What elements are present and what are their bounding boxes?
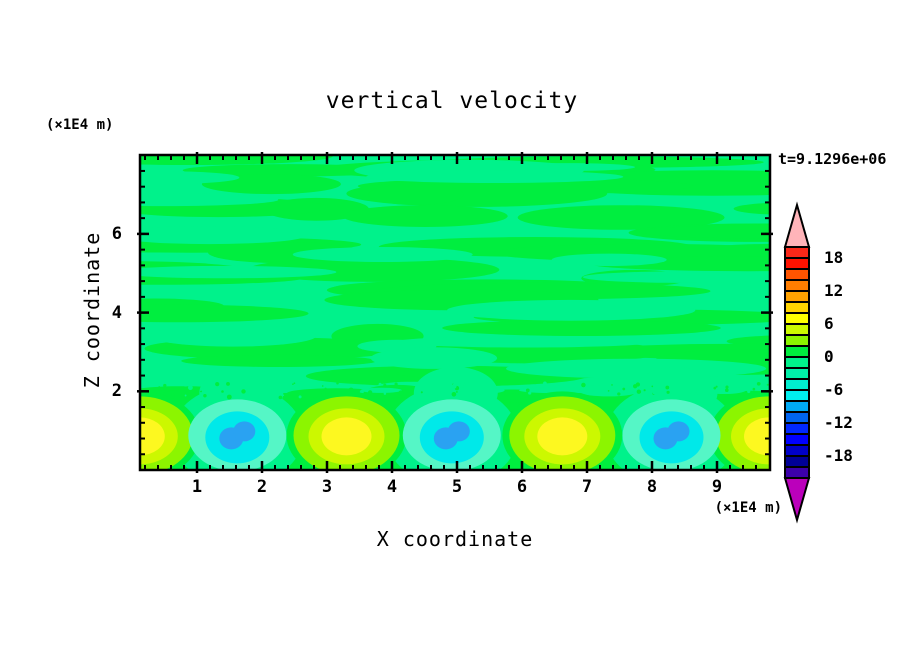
- colorbar-segment: [784, 378, 810, 391]
- colorbar-segment: [784, 455, 810, 468]
- x-tick-label: 1: [191, 477, 203, 497]
- y-axis-unit-label: (×1E4 m): [46, 117, 114, 133]
- colorbar-segment: [784, 257, 810, 270]
- contour-field-canvas: [137, 152, 773, 473]
- colorbar-segment: [784, 301, 810, 314]
- y-tick-label: 6: [111, 223, 122, 244]
- x-tick-label: 2: [256, 477, 268, 497]
- y-axis-title: Z coordinate: [80, 231, 104, 389]
- colorbar-segment: [784, 367, 810, 380]
- x-tick-label: 4: [386, 477, 398, 497]
- colorbar-label: 6: [824, 314, 834, 333]
- colorbar-segment: [784, 433, 810, 446]
- contour-field: [140, 155, 770, 470]
- contour-plot-area: [137, 152, 773, 473]
- x-axis-unit-label: (×1E4 m): [714, 500, 782, 516]
- colorbar-segment: [784, 334, 810, 347]
- x-tick-label: 9: [711, 477, 723, 497]
- y-tick-label: 2: [111, 381, 122, 402]
- x-tick-label: 8: [646, 477, 658, 497]
- colorbar-segment: [784, 290, 810, 303]
- colorbar-segment: [784, 323, 810, 336]
- plot-title: vertical velocity: [325, 88, 579, 114]
- colorbar-label: -6: [824, 380, 844, 399]
- colorbar-segment: [784, 400, 810, 413]
- colorbar-label: 18: [824, 248, 844, 267]
- colorbar-segment: [784, 422, 810, 435]
- x-axis-title: X coordinate: [376, 527, 534, 551]
- colorbar-segment: [784, 345, 810, 358]
- timestamp-annotation: t=9.1296e+06: [778, 150, 887, 168]
- colorbar-segment: [784, 279, 810, 292]
- y-tick-label: 4: [111, 302, 122, 323]
- colorbar-segment: [784, 389, 810, 402]
- colorbar-segment: [784, 312, 810, 325]
- colorbar-segment: [784, 268, 810, 281]
- colorbar-label: 0: [824, 347, 834, 366]
- colorbar-segment: [784, 466, 810, 479]
- colorbar: [783, 201, 811, 524]
- colorbar-segment: [784, 411, 810, 424]
- colorbar-segment: [784, 356, 810, 369]
- plot-axes: [137, 152, 773, 473]
- colorbar-segment: [784, 246, 810, 259]
- colorbar-label: -18: [824, 446, 853, 465]
- colorbar-label: -12: [824, 413, 853, 432]
- colorbar-segment: [784, 444, 810, 457]
- x-tick-label: 5: [451, 477, 463, 497]
- x-tick-label: 3: [321, 477, 333, 497]
- x-tick-label: 6: [516, 477, 528, 497]
- x-tick-label: 7: [581, 477, 593, 497]
- colorbar-label: 12: [824, 281, 844, 300]
